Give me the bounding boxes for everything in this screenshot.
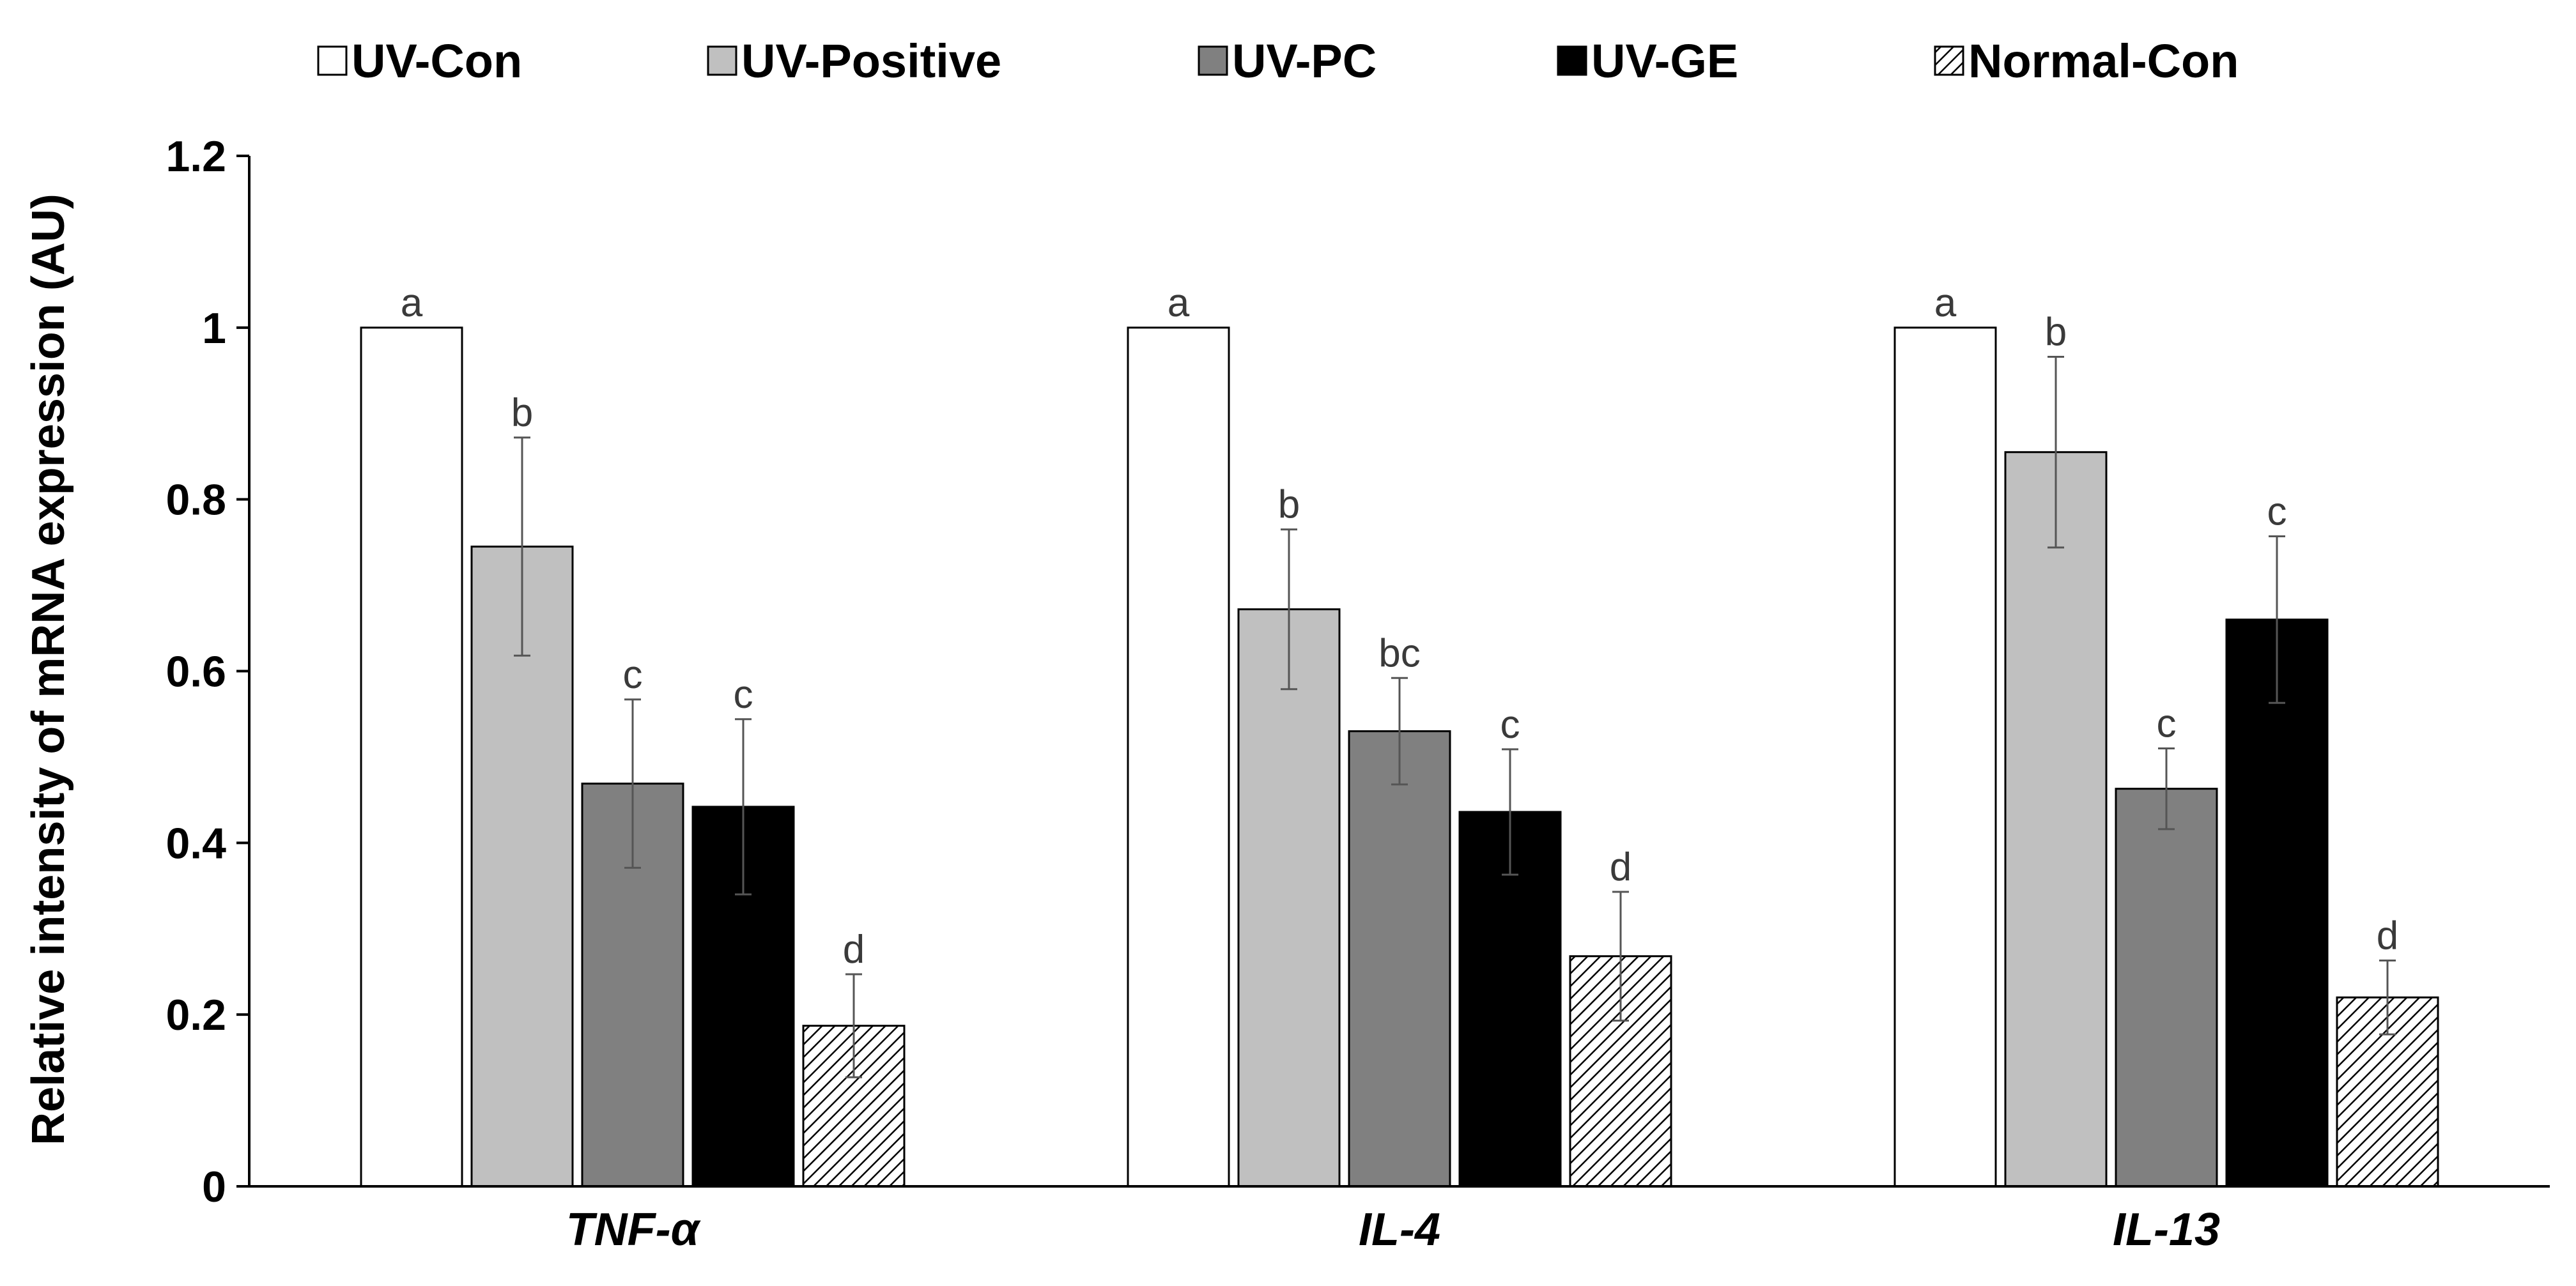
category-label-il-4: IL-4: [1359, 1204, 1440, 1255]
legend-swatch-uv-pc: [1198, 45, 1228, 76]
legend-label-uv-ge: UV-GE: [1591, 34, 1738, 88]
y-tick-label: 0.2: [166, 991, 226, 1039]
significance-label: c: [2157, 701, 2177, 746]
significance-label: c: [623, 653, 643, 697]
legend-item-uv-con: UV-Con: [317, 34, 522, 88]
bar-group: c: [581, 653, 684, 1188]
bar-uv-pc: [1348, 730, 1451, 1188]
bar-group: b: [1237, 483, 1341, 1188]
legend-label-uv-pc: UV-PC: [1232, 34, 1377, 88]
legend-swatch-normal-con: [1934, 45, 1964, 76]
y-tick-label: 1: [202, 304, 226, 353]
bar-group: c: [2225, 489, 2329, 1188]
y-tick-label: 0.6: [166, 648, 226, 696]
significance-label: bc: [1378, 631, 1420, 675]
bar-group: a: [1127, 281, 1230, 1188]
legend-swatch-uv-ge: [1557, 45, 1587, 76]
significance-label: b: [511, 391, 533, 435]
legend-item-uv-ge: UV-GE: [1557, 34, 1738, 88]
significance-label: a: [401, 281, 423, 325]
legend-label-uv-positive: UV-Positive: [741, 34, 1001, 88]
bar-uv-pc: [2115, 788, 2218, 1188]
legend-item-uv-pc: UV-PC: [1198, 34, 1377, 88]
y-axis-label: Relative intensity of mRNA expression (A…: [23, 194, 74, 1145]
significance-label: c: [734, 673, 753, 717]
significance-label: c: [1500, 703, 1520, 747]
y-tick-label: 0: [202, 1163, 226, 1211]
significance-label: a: [1168, 281, 1190, 325]
legend-swatch-uv-positive: [707, 45, 737, 76]
bar-uv-con: [1893, 326, 1997, 1188]
significance-label: d: [843, 928, 865, 972]
bar-group: c: [1458, 703, 1562, 1188]
bar-group: a: [1893, 281, 1997, 1188]
bar-group: d: [1569, 845, 1672, 1188]
category-label-il-13: IL-13: [2113, 1204, 2220, 1255]
bar-group: b: [470, 391, 574, 1188]
legend-item-uv-positive: UV-Positive: [707, 34, 1001, 88]
bar-group: bc: [1348, 631, 1451, 1188]
legend-swatch-uv-con: [317, 45, 348, 76]
bar-group: b: [2004, 310, 2108, 1188]
bar-uv-con: [360, 326, 463, 1188]
significance-label: d: [1610, 845, 1631, 889]
significance-label: b: [1278, 483, 1300, 527]
y-tick-label: 0.8: [166, 476, 226, 524]
bar-uv-con: [1127, 326, 1230, 1188]
bar-group: c: [2115, 701, 2218, 1188]
bar-uv-ge: [2225, 618, 2329, 1188]
y-tick-label: 1.2: [166, 132, 226, 181]
legend-label-uv-con: UV-Con: [351, 34, 522, 88]
legend: UV-Con UV-Positive UV-PC UV-GE Normal-Con: [317, 34, 2239, 88]
category-label-tnf: TNF-α: [566, 1204, 702, 1255]
significance-label: a: [1934, 281, 1957, 325]
bar-group: a: [360, 281, 463, 1188]
bar-uv-positive: [1237, 608, 1341, 1188]
legend-label-normal-con: Normal-Con: [1968, 34, 2239, 88]
y-axis: 0 0.2 0.4 0.6 0.8 1 1.2: [166, 132, 251, 1211]
significance-label: b: [2045, 310, 2067, 355]
bar-group: d: [802, 928, 906, 1188]
bar-uv-positive: [2004, 451, 2108, 1188]
bar-group: d: [2336, 914, 2439, 1188]
bar-group: c: [691, 673, 795, 1188]
significance-label: c: [2267, 489, 2287, 533]
significance-label: d: [2377, 914, 2398, 958]
legend-item-normal-con: Normal-Con: [1934, 34, 2239, 88]
y-tick-label: 0.4: [166, 819, 226, 868]
x-axis: TNF-α IL-4 IL-13: [249, 1185, 2550, 1255]
